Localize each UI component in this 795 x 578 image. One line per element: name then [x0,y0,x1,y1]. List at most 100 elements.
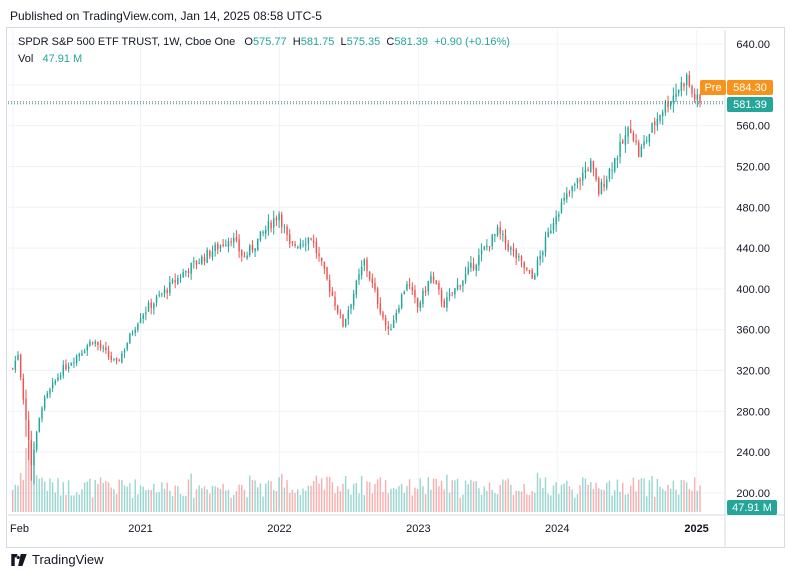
candle-body [518,256,520,258]
volume-bar [123,485,126,512]
candle-body [233,238,235,243]
volume-bar [17,485,19,512]
volume-bar [496,494,499,512]
candle-body [363,259,366,266]
candle-body [174,280,176,283]
y-tick-label: 480.00 [736,202,770,214]
volume-bar [161,482,163,512]
volume-bar [166,482,168,512]
volume-bar [430,489,432,512]
volume-bar [379,477,382,512]
volume-bar [470,479,472,512]
volume-bar [672,480,675,512]
volume-bar [456,478,459,512]
candle-body [579,179,581,182]
volume-bar [459,497,461,512]
volume-bar [296,489,299,512]
volume-bar [225,490,227,512]
legend-high-label: H [292,36,301,48]
volume-bar [382,492,384,512]
volume-bar [86,481,88,512]
candle-body [49,389,51,394]
volume-bar [219,489,222,512]
candle-body [622,140,624,144]
candle-body [137,323,139,330]
y-tick-label: 240.00 [736,447,770,459]
candle-body [368,271,371,280]
volume-bar [19,473,22,512]
volume-bar [121,479,123,512]
candle-body [494,234,496,236]
volume-bar [331,482,334,512]
volume-bar [645,496,648,512]
candle-body [14,360,17,370]
candle-body [427,281,429,292]
volume-bar [419,478,422,512]
volume-bar [688,489,691,512]
volume-bar [677,494,680,512]
volume-bar [214,486,216,512]
volume-bar [105,480,107,512]
candle-body [355,280,358,295]
candle-body [430,275,432,283]
volume-bar [238,484,240,512]
candle-body [542,251,544,256]
volume-bar [555,482,557,512]
candle-body [315,241,318,254]
volume-bar [483,486,485,512]
last-price-badge [727,97,773,112]
candle-body [126,343,128,350]
volume-bar [163,488,166,512]
candle-body [691,85,693,94]
footer-brand-label: TradingView [32,552,104,567]
candle-body [46,393,49,398]
volume-bar [147,489,150,512]
candle-body [648,134,651,143]
volume-bar [440,480,443,512]
candle-body [334,296,336,306]
candle-body [699,94,701,103]
volume-bar [27,442,30,512]
tradingview-logo-icon [11,553,27,566]
candle-body [33,449,35,466]
candle-body [249,245,251,256]
volume-bar [304,490,307,512]
footer-brand[interactable]: TradingView [10,552,104,567]
candle-body [590,160,592,173]
volume-bar [198,485,200,512]
candle-body [307,238,310,244]
volume-bar [560,484,563,512]
candle-body [632,133,635,141]
candle-body [507,243,509,251]
volume-bar [155,492,158,512]
volume-bar [640,478,643,512]
candle-body [65,364,67,370]
candle-body [105,347,107,351]
volume-bar [520,491,523,512]
volume-bar [408,479,411,512]
volume-bar [137,494,139,512]
volume-bar [201,488,203,512]
volume-bar [478,488,480,512]
legend-close-label: C [386,36,395,48]
candle-body [155,296,158,303]
candle-body [43,397,46,409]
volume-bar [368,482,371,512]
volume-bar [57,478,59,512]
candle-body [451,292,453,294]
volume-bar [512,494,515,512]
volume-bar [376,479,379,512]
volume-bar [416,489,419,512]
volume-bar [558,493,560,512]
volume-bar [299,495,302,512]
candle-body [616,158,619,160]
volume-bar [51,482,54,512]
candle-body [326,267,328,280]
volume-bar [574,497,576,512]
volume-bar [347,489,350,512]
candle-body [406,284,408,291]
volume-bar [355,482,358,512]
candle-body [491,234,493,247]
chart-frame[interactable] [6,27,785,548]
